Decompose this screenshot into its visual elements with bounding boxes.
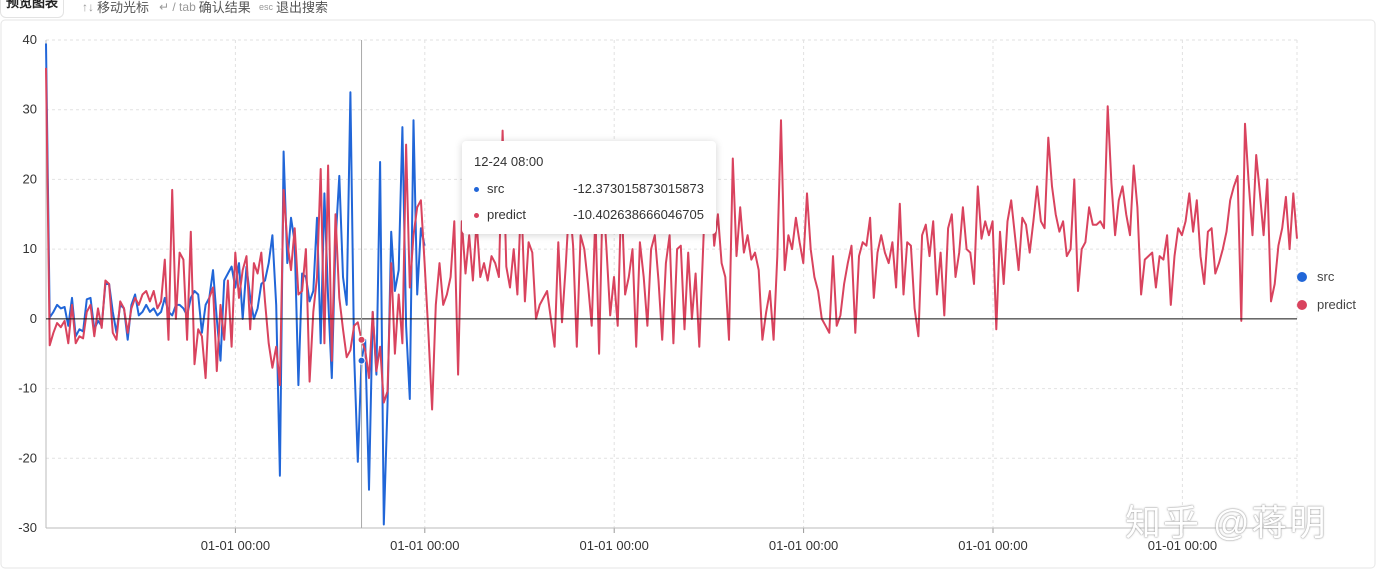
hint-move-cursor-label: 移动光标 [97,0,150,15]
series-line-src [45,43,426,526]
x-tick-label: 01-01 00:00 [958,538,1027,553]
legend-label: predict [1317,297,1357,312]
hint-move-cursor: ↑↓ 移动光标 [82,0,149,16]
tooltip-series-value: -10.402638666046705 [573,207,704,222]
x-tick-label: 01-01 00:00 [579,538,648,553]
x-tick-label: 01-01 00:00 [390,538,459,553]
y-tick-label: 20 [23,171,37,186]
legend-label: src [1317,269,1335,284]
hint-confirm: ↵ / tab 确认结果 [159,0,251,16]
tooltip-series-name: predict [487,207,527,222]
tooltip-row-src: src -12.373015873015873 [474,181,704,197]
preview-chart-tab[interactable]: 预览图表 [0,0,64,18]
y-tick-label: 0 [30,311,37,326]
search-hint-bar: 预览图表 ↑↓ 移动光标 ↵ / tab 确认结果 esc 退出搜索 [0,0,1378,18]
hint-confirm-label: 确认结果 [198,0,251,15]
hover-point-src [357,356,366,365]
series-line-predict [45,67,1298,411]
chart-tooltip: 12-24 08:00 src -12.373015873015873 pred… [462,141,716,234]
y-tick-label: -30 [18,520,37,535]
esc-key-icon: esc [259,1,274,12]
y-tick-label: 10 [23,241,37,256]
enter-icon: ↵ / tab [159,0,196,14]
tooltip-row-predict: predict -10.402638666046705 [474,207,704,223]
tooltip-series-value: -12.373015873015873 [573,181,704,196]
x-tick-label: 01-01 00:00 [1148,538,1217,553]
src-dot-icon [474,187,479,192]
y-tick-label: 30 [23,102,37,117]
tooltip-series-name: src [487,181,505,196]
predict-dot-icon [474,213,479,218]
watermark: 知乎 @蒋明 [1125,502,1328,543]
x-tick-label: 01-01 00:00 [769,538,838,553]
predict-legend-dot-icon [1297,300,1307,310]
chart-frame [0,19,1376,569]
y-tick-label: -20 [18,450,37,465]
hint-exit-search-label: 退出搜索 [276,0,329,15]
tooltip-title: 12-24 08:00 [474,154,544,169]
hover-point-predict [357,335,366,344]
x-tick-label: 01-01 00:00 [201,538,270,553]
y-tick-label: -10 [18,381,37,396]
y-tick-label: 40 [23,32,37,47]
hint-exit-search: esc 退出搜索 [259,0,328,16]
src-legend-dot-icon [1297,272,1307,282]
arrows-updown-icon: ↑↓ [82,0,94,14]
